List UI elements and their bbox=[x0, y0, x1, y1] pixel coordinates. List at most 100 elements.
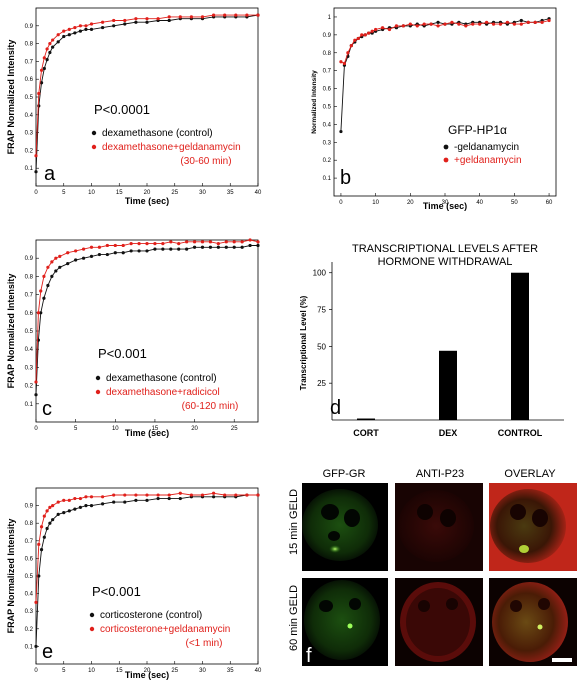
micro-row-label-60min: 60 min GELD bbox=[288, 585, 300, 651]
data-point-treated bbox=[56, 500, 60, 504]
data-point-treated bbox=[387, 27, 392, 32]
data-point-treated bbox=[415, 24, 419, 28]
data-point-treated bbox=[156, 493, 160, 497]
x-tick-label: 15 bbox=[116, 190, 123, 196]
y-tick-label: 0.4 bbox=[323, 122, 332, 128]
data-point-treated bbox=[156, 17, 160, 21]
y-tick-label: 0.1 bbox=[323, 176, 332, 182]
data-point-treated bbox=[464, 24, 468, 28]
data-point-treated bbox=[256, 240, 260, 244]
data-point-treated bbox=[485, 20, 489, 24]
data-point-treated bbox=[356, 36, 360, 41]
plot-frame-e bbox=[35, 487, 259, 665]
y-axis-label: Normalized Intensity bbox=[311, 70, 318, 134]
data-point-treated bbox=[34, 600, 38, 605]
y-tick-label: 0.2 bbox=[323, 158, 332, 164]
data-point-control bbox=[51, 518, 55, 522]
data-point-treated bbox=[533, 20, 537, 24]
data-point-treated bbox=[245, 493, 249, 497]
chart-title: TRANSCRIPTIONAL LEVELS AFTER bbox=[352, 243, 538, 255]
category-label: CORT bbox=[353, 428, 379, 438]
data-point-control bbox=[48, 521, 52, 525]
data-point-treated bbox=[223, 493, 227, 497]
panel-letter-f: f bbox=[306, 645, 312, 667]
data-point-control bbox=[42, 535, 46, 539]
y-tick-label: 0.8 bbox=[25, 42, 34, 48]
data-point-treated bbox=[216, 242, 220, 246]
data-point-treated bbox=[48, 42, 52, 46]
x-tick-label: 10 bbox=[372, 200, 379, 206]
data-point-treated bbox=[78, 24, 82, 28]
y-tick-label: 0.3 bbox=[323, 140, 332, 146]
data-point-treated bbox=[89, 22, 94, 26]
data-point-control bbox=[78, 505, 82, 509]
data-point-treated bbox=[234, 493, 238, 497]
y-tick-label: 0.9 bbox=[25, 504, 34, 510]
data-point-control bbox=[58, 265, 62, 269]
data-point-treated bbox=[145, 493, 149, 497]
data-point-treated bbox=[46, 265, 50, 269]
micrograph-60min-p23 bbox=[395, 578, 483, 666]
y-tick-label: 0.4 bbox=[25, 347, 34, 353]
data-point-control bbox=[42, 296, 46, 300]
micrograph-15min-p23 bbox=[395, 483, 483, 571]
legend-label: corticosterone (control) bbox=[100, 610, 202, 621]
legend-marker bbox=[95, 389, 101, 395]
data-point-control bbox=[177, 247, 181, 251]
y-tick-label: 0.9 bbox=[323, 33, 332, 39]
x-tick-label: 35 bbox=[227, 668, 234, 674]
x-tick-label: 25 bbox=[171, 668, 178, 674]
legend-label-extra: (<1 min) bbox=[186, 638, 223, 649]
micrograph-15min-gfp bbox=[302, 483, 388, 571]
x-tick-label: 35 bbox=[227, 190, 234, 196]
x-tick-label: 40 bbox=[255, 668, 262, 674]
data-point-treated bbox=[212, 491, 216, 495]
x-tick-label: 40 bbox=[255, 190, 262, 196]
data-point-treated bbox=[42, 274, 46, 278]
data-point-treated bbox=[66, 251, 70, 255]
x-tick-label: 50 bbox=[511, 200, 518, 206]
y-tick-label: 0.8 bbox=[25, 521, 34, 527]
data-point-control bbox=[42, 66, 46, 71]
data-point-treated bbox=[232, 240, 236, 244]
y-tick-label: 0.6 bbox=[25, 311, 34, 317]
y-tick-label: 0.9 bbox=[25, 24, 34, 30]
data-point-treated bbox=[346, 51, 350, 55]
data-point-treated bbox=[81, 247, 86, 251]
data-point-treated bbox=[137, 242, 141, 246]
category-label: DEX bbox=[439, 428, 458, 438]
data-point-treated bbox=[547, 18, 551, 23]
data-point-treated bbox=[51, 38, 55, 42]
data-point-treated bbox=[367, 31, 371, 35]
y-tick-label: 0.5 bbox=[323, 104, 332, 110]
x-tick-label: 25 bbox=[231, 426, 238, 432]
data-point-treated bbox=[189, 15, 193, 19]
data-point-treated bbox=[113, 243, 117, 248]
data-point-treated bbox=[512, 22, 516, 26]
data-point-treated bbox=[161, 242, 165, 246]
x-tick-label: 0 bbox=[34, 426, 38, 432]
data-point-control bbox=[62, 34, 66, 39]
data-point-treated bbox=[339, 60, 343, 64]
y-tick-label: 0.8 bbox=[323, 51, 332, 57]
frap-chart-a: 0 5 10 15 20 25 30 35 40 0.1 0.2 0.3 0.4 0.5 0.6 0.7 0.8… bbox=[6, 7, 262, 206]
y-tick-label: 0.6 bbox=[323, 87, 332, 93]
micrograph-15min-overlay bbox=[489, 483, 577, 571]
data-point-treated bbox=[224, 240, 228, 244]
x-tick-label: 0 bbox=[34, 190, 38, 196]
data-point-treated bbox=[519, 22, 523, 26]
data-point-control bbox=[212, 495, 216, 499]
data-point-control bbox=[37, 104, 41, 108]
data-point-control bbox=[67, 509, 71, 513]
data-point-control bbox=[101, 25, 105, 30]
data-point-control bbox=[39, 81, 44, 85]
data-point-treated bbox=[78, 496, 82, 501]
chart-title-line2: HORMONE WITHDRAWAL bbox=[378, 256, 513, 268]
data-point-treated bbox=[34, 380, 38, 384]
y-tick-label: 1 bbox=[328, 15, 332, 21]
data-point-treated bbox=[177, 242, 181, 246]
data-point-treated bbox=[36, 311, 40, 315]
y-axis-label: Transcriptional Level (%) bbox=[299, 295, 308, 390]
p-value: P<0.001 bbox=[92, 584, 141, 599]
x-tick-label: 10 bbox=[112, 426, 119, 432]
